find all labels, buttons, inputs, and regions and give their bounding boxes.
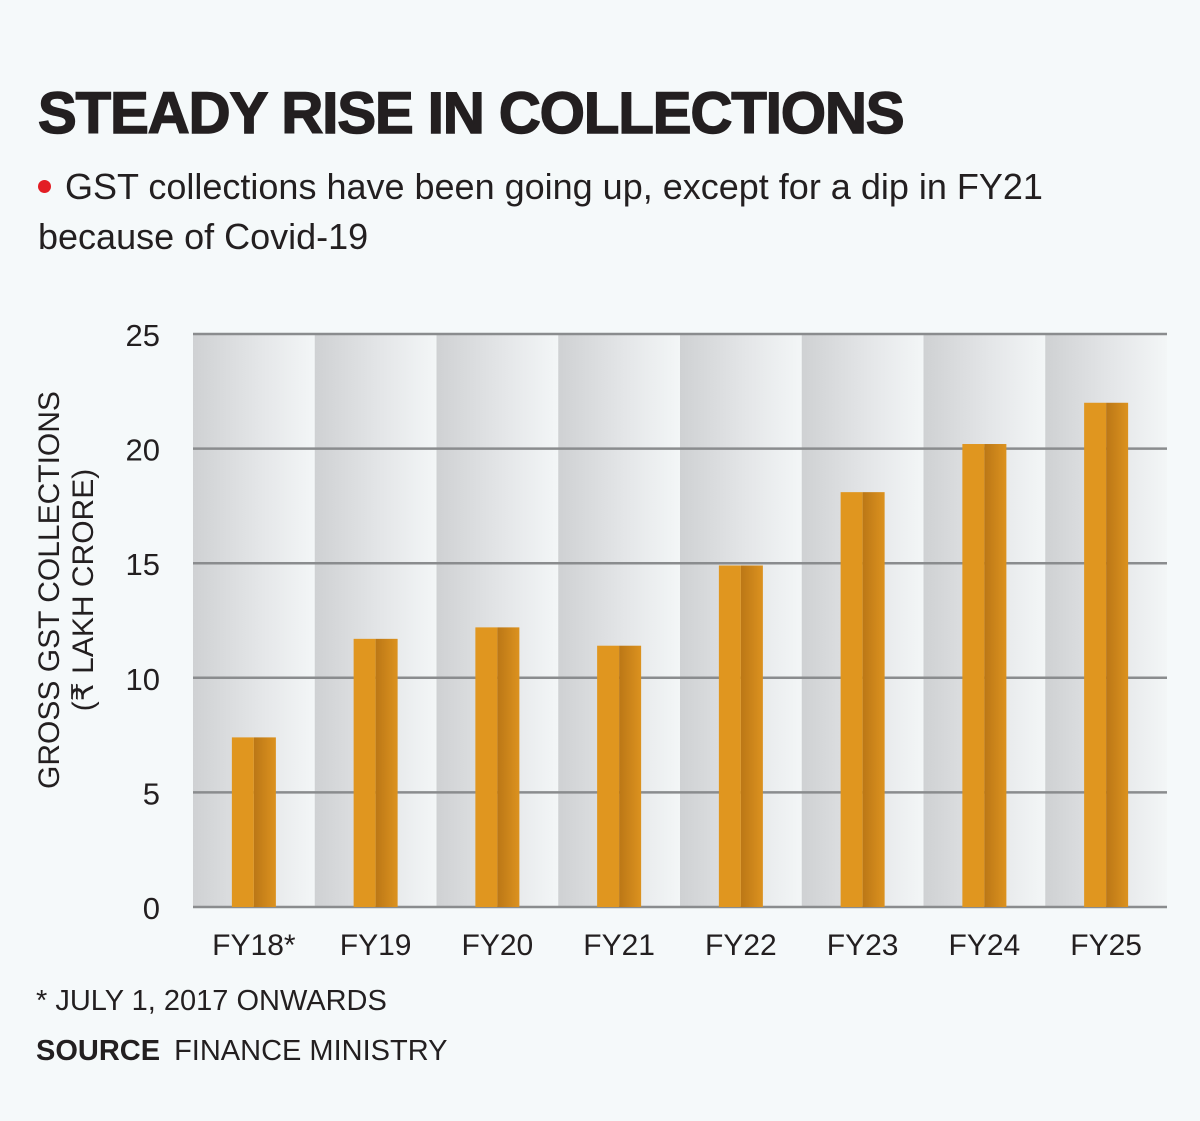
x-tick-label: FY18* [212,929,296,962]
bar-right-face [984,444,1007,907]
bar-left-face [1084,402,1107,907]
bar-left-face [962,444,985,907]
x-tick-label: FY19 [340,929,412,962]
bar-right-face [497,627,520,907]
bar-left-face [353,638,376,907]
source-value: FINANCE MINISTRY [174,1035,448,1067]
bar-left-face [475,627,498,907]
x-tick-label: FY23 [827,929,899,962]
subtitle-text: GST collections have been going up, exce… [38,166,1043,257]
y-tick-label: 25 [126,318,160,353]
bar-right-face [375,638,398,907]
x-tick-label: FY20 [462,929,534,962]
source-line: SOURCE FINANCE MINISTRY [36,1035,447,1068]
y-tick-label: 20 [126,433,160,468]
bar-left-face [231,737,254,907]
x-tick-label: FY22 [705,929,777,962]
bar-right-face [1106,402,1129,907]
bar-right-face [619,645,642,907]
y-tick-label: 10 [126,662,160,697]
y-tick-label: 5 [143,776,160,811]
bar-right-face [253,737,276,907]
bar-left-face [840,492,863,907]
chart-subtitle: GST collections have been going up, exce… [38,162,1178,262]
chart-title: STEADY RISE IN COLLECTIONS [37,80,905,147]
y-tick-label: 15 [126,547,160,582]
bar-left-face [597,645,620,907]
source-label: SOURCE [36,1035,161,1067]
bar-right-face [862,492,885,907]
footnote: * JULY 1, 2017 ONWARDS [36,985,387,1017]
bullet-icon [38,180,51,193]
x-tick-label: FY21 [583,929,655,962]
y-tick-label: 0 [143,891,160,926]
bar-left-face [718,565,741,907]
bar-right-face [740,565,763,907]
x-tick-label: FY24 [949,929,1021,962]
x-tick-label: FY25 [1070,929,1142,962]
